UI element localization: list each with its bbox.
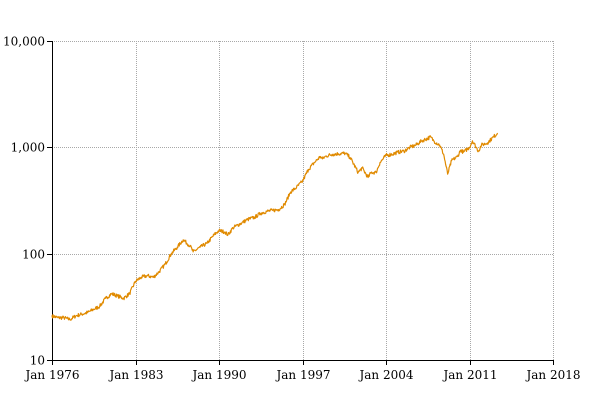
x-tick-label: Jan 2011 — [441, 368, 497, 382]
y-tick-label: 10,000 — [3, 35, 45, 49]
y-tick-label: 10 — [30, 354, 45, 368]
axes — [52, 41, 553, 361]
y-axis-ticks: 10 100 1,000 10,000 — [3, 35, 52, 368]
y-tick-label: 100 — [22, 248, 45, 262]
x-axis-ticks: Jan 1976 Jan 1983 Jan 1990 Jan 1997 Jan 2004… — [23, 360, 581, 382]
x-tick-label: Jan 1990 — [190, 368, 246, 382]
x-tick-label: Jan 2018 — [524, 368, 580, 382]
x-tick-label: Jan 1997 — [274, 368, 330, 382]
series-line — [51, 132, 498, 321]
gridlines — [52, 41, 554, 361]
x-tick-label: Jan 1983 — [107, 368, 163, 382]
y-tick-label: 1,000 — [11, 141, 45, 155]
series-group — [51, 132, 498, 321]
x-tick-label: Jan 1976 — [23, 368, 79, 382]
x-tick-label: Jan 2004 — [357, 368, 413, 382]
